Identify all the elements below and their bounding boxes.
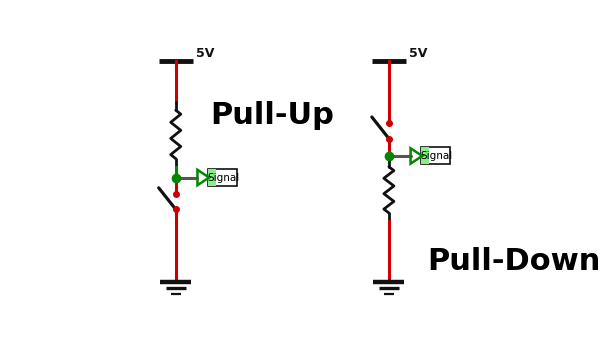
FancyBboxPatch shape — [208, 169, 216, 186]
FancyBboxPatch shape — [421, 147, 429, 164]
Text: Signal: Signal — [421, 151, 453, 161]
FancyBboxPatch shape — [208, 169, 237, 186]
FancyBboxPatch shape — [421, 147, 450, 164]
Text: Pull-Down: Pull-Down — [428, 247, 600, 276]
Text: 5V: 5V — [196, 47, 214, 60]
Text: 5V: 5V — [409, 47, 427, 60]
Text: Signal: Signal — [208, 173, 240, 182]
Text: Pull-Up: Pull-Up — [211, 101, 335, 130]
